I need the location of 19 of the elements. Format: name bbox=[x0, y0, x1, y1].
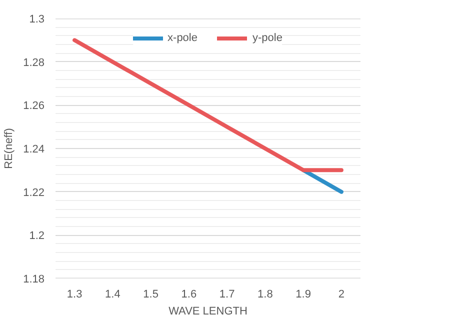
x-tick-label: 1.3 bbox=[66, 288, 82, 300]
x-axis-title: WAVE LENGTH bbox=[168, 306, 248, 318]
y-tick-label: 1.3 bbox=[29, 14, 45, 26]
x-tick-label: 2 bbox=[338, 288, 345, 300]
x-tick-label: 1.4 bbox=[105, 288, 120, 300]
x-tick-label: 1.5 bbox=[143, 288, 158, 300]
x-tick-label: 1.9 bbox=[296, 288, 311, 300]
y-tick-label: 1.18 bbox=[23, 274, 45, 286]
y-axis-title: RE(neff) bbox=[3, 128, 16, 169]
legend-label: y-pole bbox=[252, 32, 282, 44]
legend-label: x-pole bbox=[168, 32, 198, 44]
x-tick-label: 1.7 bbox=[219, 288, 235, 300]
y-tick-label: 1.22 bbox=[23, 186, 45, 199]
y-tick-label: 1.28 bbox=[23, 56, 45, 69]
y-tick-label: 1.2 bbox=[29, 230, 45, 242]
x-tick-label: 1.8 bbox=[258, 288, 273, 300]
y-tick-label: 1.26 bbox=[23, 100, 45, 112]
x-tick-label: 1.6 bbox=[181, 288, 197, 300]
y-tick-label: 1.24 bbox=[23, 144, 45, 156]
